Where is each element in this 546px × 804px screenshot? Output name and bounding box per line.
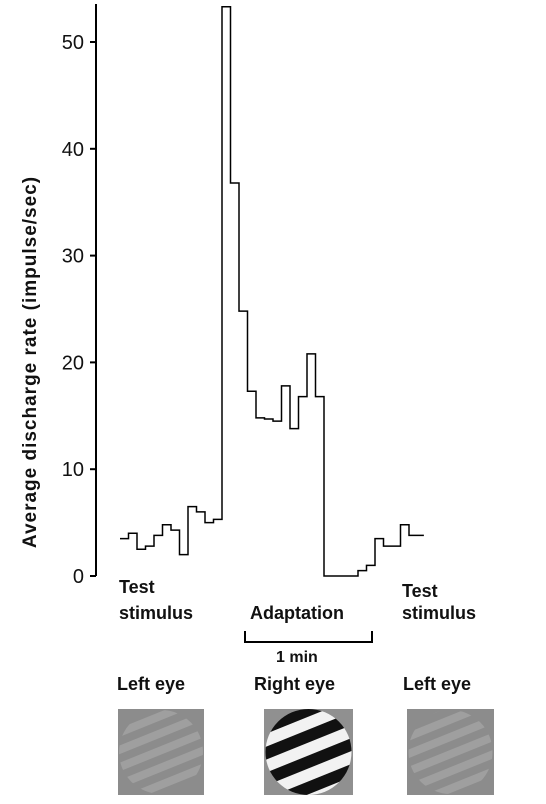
eye-label-left-1: Left eye	[117, 674, 185, 694]
y-tick-label: 0	[73, 566, 84, 588]
scale-bar	[245, 631, 372, 642]
y-tick-label: 10	[62, 459, 84, 481]
scale-bar-label: 1 min	[276, 649, 318, 666]
phase-label-adaptation: Adaptation	[250, 603, 344, 623]
phase-label-test-left: Test stimulus	[119, 577, 193, 623]
series-line	[120, 7, 424, 576]
stimulus-high-contrast	[264, 709, 353, 795]
phase-label-test-right: Test stimulus	[402, 581, 476, 623]
y-tick-label: 20	[62, 352, 84, 374]
y-tick-label: 30	[62, 246, 84, 268]
y-axis-label: Average discharge rate (impulse/sec)	[20, 176, 41, 548]
eye-label-right: Right eye	[254, 674, 335, 694]
y-ticks: 0 10 20 30 40 50	[62, 32, 96, 588]
y-tick-label: 40	[62, 139, 84, 161]
stimulus-low-contrast-left	[118, 709, 204, 795]
stimulus-low-contrast-right	[407, 709, 494, 795]
y-tick-label: 50	[62, 32, 84, 54]
eye-label-left-2: Left eye	[403, 674, 471, 694]
